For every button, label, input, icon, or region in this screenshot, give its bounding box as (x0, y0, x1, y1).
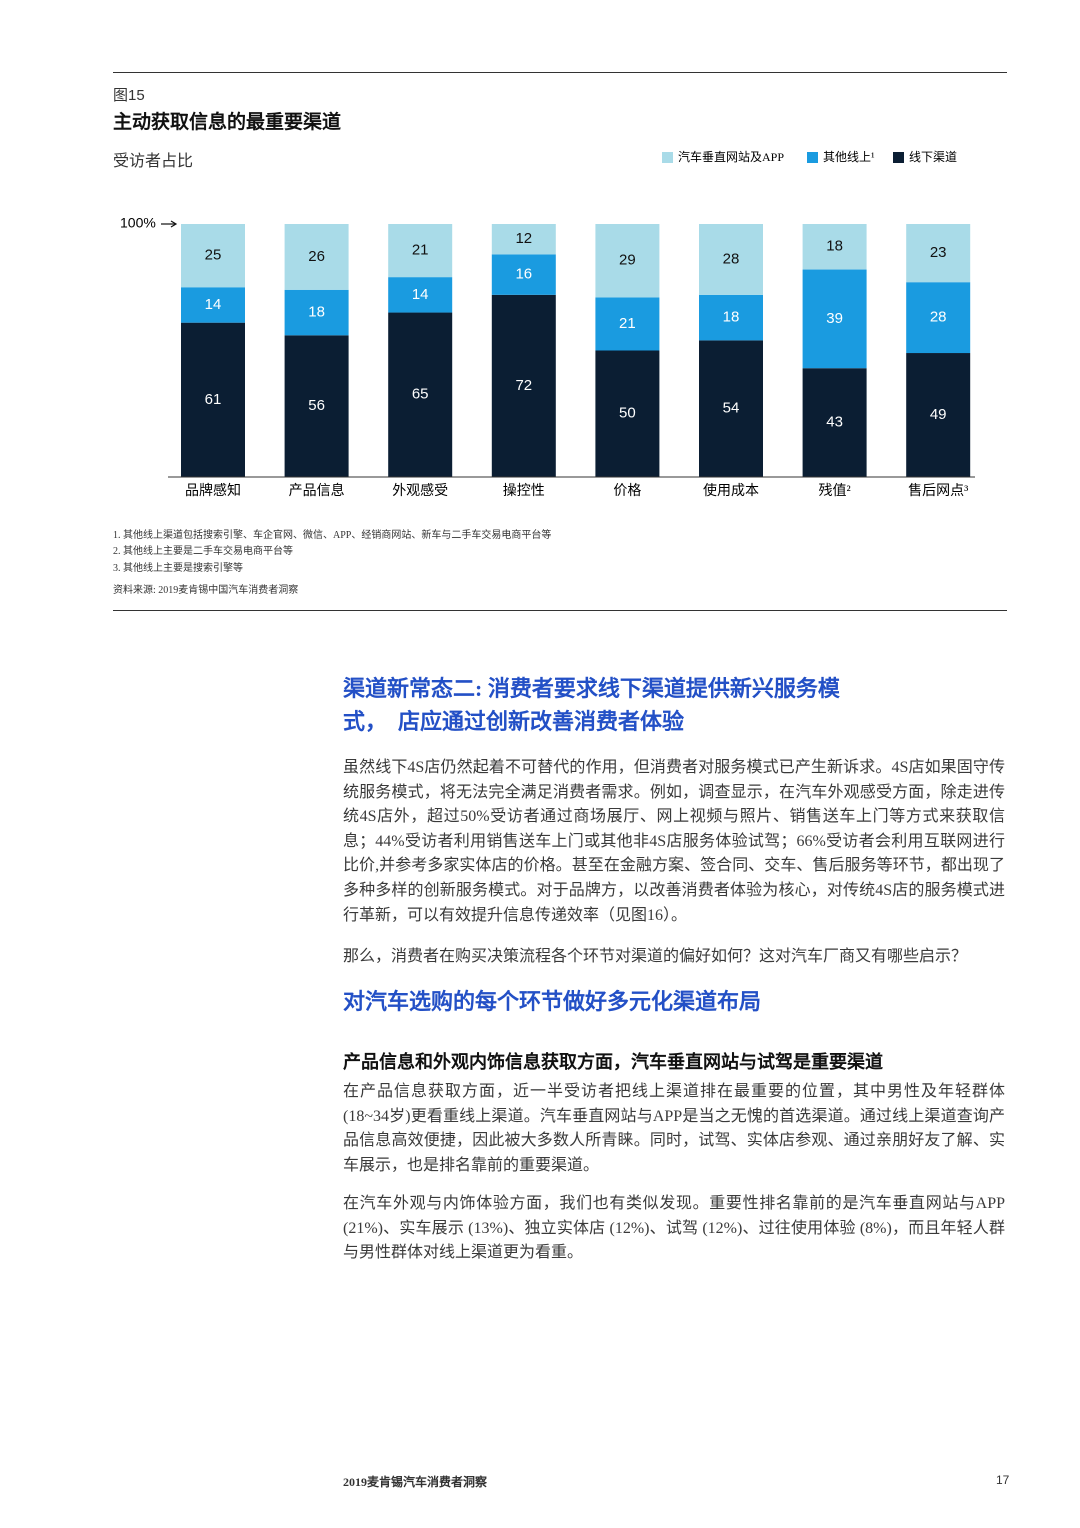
data-label: 50 (619, 405, 636, 422)
bar-segment (699, 224, 763, 295)
source: 资料来源: 2019麦肯锡中国汽车消费者洞察 (113, 585, 299, 596)
bar-segment (284, 335, 349, 477)
x-tick-label: 品牌感知 (185, 482, 241, 499)
section-heading: 渠道新常态二: 消费者要求线下渠道提供新兴服务模式， 店应通过创新改善消费者体验 (343, 676, 840, 734)
data-label: 14 (205, 296, 222, 313)
x-tick-label: 价格 (613, 483, 641, 499)
bar-segment (181, 322, 245, 477)
data-label: 16 (515, 266, 532, 283)
bar-segment (181, 224, 245, 288)
x-tick-label: 售后网点³ (908, 483, 968, 499)
bar-segment (491, 254, 556, 295)
data-label: 56 (308, 397, 325, 414)
footer-title: 2019麦肯锡汽车消费者洞察 (343, 1475, 488, 1489)
paragraph: 虽然线下4S店仍然起着不可替代的作用，但消费者对服务模式已产生新诉求。4S店如果… (343, 759, 1005, 924)
data-label: 72 (515, 377, 532, 394)
data-label: 18 (723, 309, 740, 326)
data-label: 26 (308, 248, 325, 265)
data-label: 28 (930, 309, 947, 326)
arrow-head (170, 220, 178, 228)
data-label: 39 (826, 310, 843, 327)
bar-segment (491, 294, 556, 477)
legend-swatch (662, 152, 673, 163)
footnote: 3. 其他线上主要是搜索引擎等 (113, 563, 243, 574)
footnote: 2. 其他线上主要是二手车交易电商平台等 (113, 546, 293, 557)
legend-label: 线下渠道 (909, 150, 957, 164)
bottom-rule (113, 610, 1007, 611)
bar-segment (181, 287, 245, 323)
data-label: 61 (205, 391, 222, 408)
data-label: 49 (930, 406, 947, 423)
data-label: 54 (723, 400, 740, 417)
data-label: 18 (308, 304, 325, 321)
bar-segment (802, 269, 867, 369)
legend-swatch (893, 152, 904, 163)
bar-segment (595, 350, 660, 477)
bar-segment (699, 340, 763, 477)
data-label: 12 (515, 230, 532, 247)
legend-label: 汽车垂直网站及APP (678, 149, 784, 164)
bar-segment (595, 224, 660, 298)
bar-segment (284, 289, 349, 336)
data-label: 65 (412, 386, 429, 403)
x-tick-label: 操控性 (503, 483, 545, 499)
bar-segment (906, 282, 971, 354)
data-label: 29 (619, 252, 636, 269)
bar-segment (284, 224, 349, 290)
bar-segment (906, 224, 971, 283)
subheading: 产品信息和外观内饰信息获取方面，汽车垂直网站与试驾是重要渠道 (343, 1052, 883, 1072)
top-rule (113, 72, 1007, 73)
bar-segment (388, 277, 453, 313)
paragraph: 在产品信息获取方面，近一半受访者把线上渠道排在最重要的位置，其中男性及年轻群体(… (343, 1083, 1005, 1174)
paragraph: 在汽车外观与内饰体验方面，我们也有类似发现。重要性排名靠前的是汽车垂直网站与AP… (343, 1195, 1005, 1262)
chart: 汽车垂直网站及APP 其他线上¹ 线下渠道 100% 61 14 25 品牌感知 56 18 26 产… (120, 149, 975, 499)
bar-segment (388, 312, 453, 477)
data-label: 18 (826, 238, 843, 255)
footnote: 1. 其他线上渠道包括搜索引擎、车企官网、微信、APP、经销商网站、新车与二手车… (113, 530, 552, 541)
x-tick-label: 产品信息 (289, 482, 345, 499)
bar-segment (802, 368, 867, 477)
legend-swatch (807, 152, 818, 163)
bar-segment (595, 297, 660, 351)
bar-segment (699, 294, 763, 341)
figure-subtitle: 受访者占比 (113, 153, 194, 170)
x-tick-label: 残值² (818, 483, 850, 499)
legend-label: 其他线上¹ (823, 150, 875, 164)
page-number: 17 (996, 1473, 1010, 1487)
y-tick-label: 100% (120, 215, 156, 231)
bar-segment (491, 224, 556, 255)
bar-segment (906, 353, 971, 477)
section-heading: 对汽车选购的每个环节做好多元化渠道布局 (343, 989, 762, 1014)
data-label: 14 (412, 286, 429, 303)
x-tick-label: 使用成本 (703, 482, 759, 499)
figure-label: 图15 (113, 87, 145, 104)
x-tick-label: 外观感受 (392, 482, 448, 499)
data-label: 25 (205, 247, 222, 264)
data-label: 43 (826, 414, 843, 431)
bar-segment (388, 224, 453, 278)
data-label: 23 (930, 244, 947, 261)
bar-segment (802, 224, 867, 270)
data-label: 28 (723, 250, 740, 267)
figure-title: 主动获取信息的最重要渠道 (113, 112, 342, 133)
data-label: 21 (619, 315, 636, 332)
data-label: 21 (412, 242, 429, 259)
paragraph: 那么，消费者在购买决策流程各个环节对渠道的偏好如何？这对汽车厂商又有哪些启示？ (343, 948, 968, 965)
